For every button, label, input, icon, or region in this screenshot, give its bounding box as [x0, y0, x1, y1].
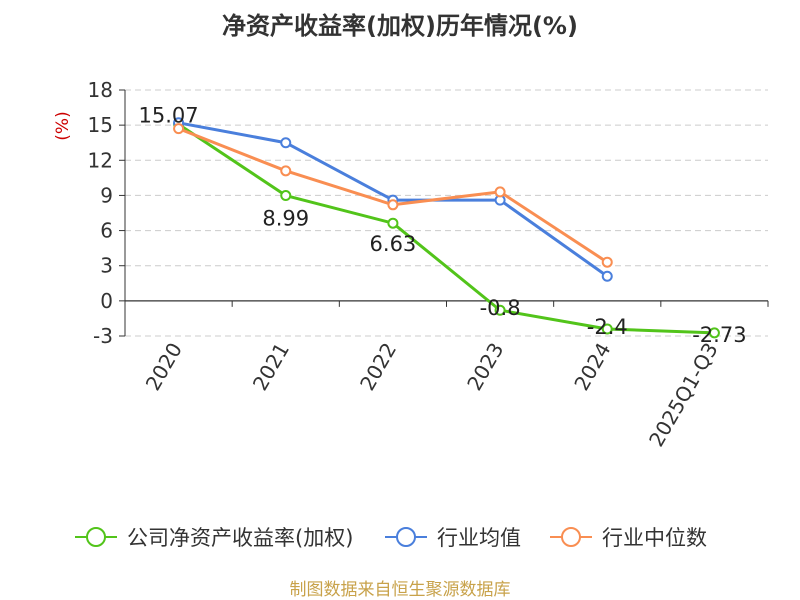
legend-swatch-marker	[561, 527, 581, 547]
y-tick-label: 9	[100, 183, 113, 207]
y-tick-label: 12	[88, 148, 113, 172]
y-tick-label: 18	[88, 78, 113, 102]
data-point	[387, 217, 399, 229]
legend-swatch-marker	[86, 527, 106, 547]
legend-label: 行业均值	[437, 526, 521, 550]
y-tick-label: 6	[100, 219, 113, 243]
x-tick-label: 2023	[462, 339, 508, 395]
data-label: -2.4	[587, 315, 628, 339]
data-point	[708, 327, 720, 339]
data-point	[494, 186, 506, 198]
series-layer	[173, 117, 720, 339]
data-label: 8.99	[262, 207, 309, 231]
x-tick-label: 2021	[248, 339, 294, 395]
data-point	[601, 270, 613, 282]
data-point	[280, 137, 292, 149]
chart-title: 净资产收益率(加权)历年情况(%)	[222, 12, 578, 40]
y-tick-label: 15	[88, 113, 113, 137]
x-tick-label: 2022	[355, 339, 401, 395]
legend-swatch-marker	[396, 527, 416, 547]
x-tick-label: 2024	[569, 339, 615, 395]
y-tick-label: 3	[100, 254, 113, 278]
label-layer: 15.07 8.99 6.63 -0.8 -2.4 -2.73	[139, 103, 747, 347]
y-axis-label: (%)	[53, 111, 73, 140]
source-note: 制图数据来自恒生聚源数据库	[290, 580, 511, 600]
legend: 公司净资产收益率(加权) 行业均值 行业中位数	[75, 526, 707, 550]
data-label: -2.73	[692, 323, 746, 347]
y-tick-label: 0	[100, 289, 113, 313]
grid-layer	[125, 89, 768, 337]
data-point	[173, 123, 185, 135]
y-tick-label: -3	[93, 324, 113, 348]
data-label: 15.07	[139, 103, 199, 127]
x-tick-label: 2025Q1-Q3	[644, 339, 723, 451]
legend-label: 公司净资产收益率(加权)	[127, 526, 353, 550]
data-point	[387, 199, 399, 211]
data-label: -0.8	[480, 296, 521, 320]
data-label: 6.63	[370, 232, 417, 256]
x-tick-label: 2020	[141, 339, 187, 395]
data-point	[601, 256, 613, 268]
data-point	[494, 304, 506, 316]
series-line	[177, 123, 715, 335]
legend-label: 行业中位数	[602, 526, 707, 550]
data-point	[280, 165, 292, 177]
data-point	[280, 190, 292, 202]
data-point	[601, 323, 613, 335]
